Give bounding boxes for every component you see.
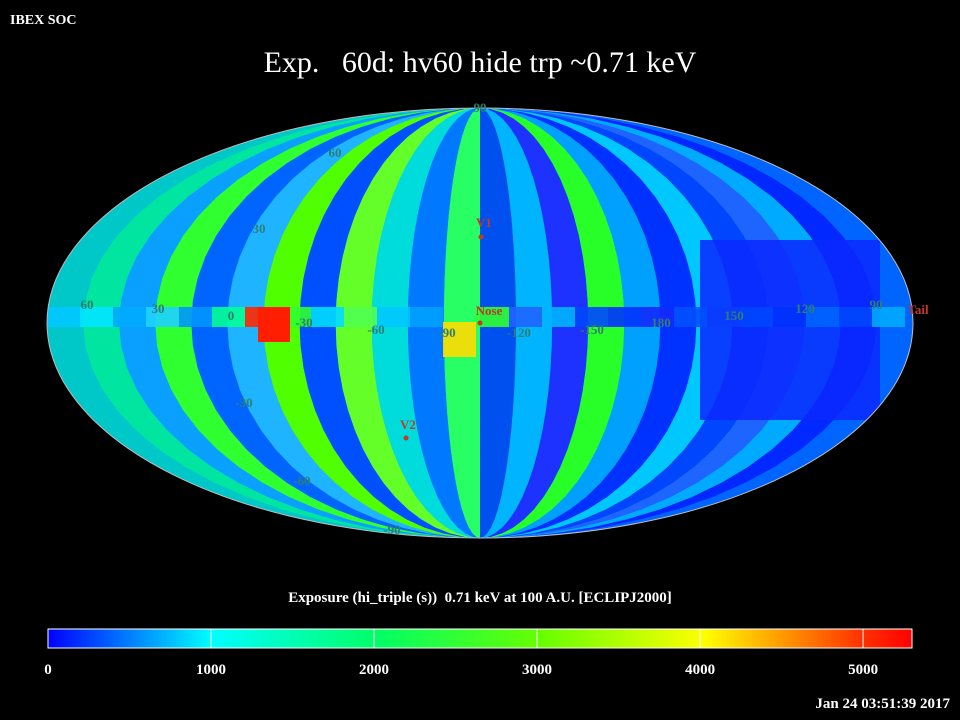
lon-label: -60 <box>367 322 384 337</box>
map-cell <box>179 307 212 327</box>
lat-label: 60 <box>329 145 342 160</box>
map-stripe <box>480 108 733 538</box>
map-cell <box>377 307 410 327</box>
map-cell <box>443 322 476 357</box>
marker <box>477 320 483 326</box>
colorbar-tick-label: 4000 <box>685 662 715 678</box>
map-cell <box>47 307 80 327</box>
lon-label: 30 <box>152 301 165 316</box>
colorbar-tick-label: 3000 <box>522 662 552 678</box>
lat-label: 90 <box>474 100 487 115</box>
map-labels: 60 30 0 -30 -60 -90 -120 -150 180 150 12… <box>81 100 929 537</box>
map-cell <box>311 307 344 327</box>
colorbar-tick-label: 5000 <box>848 662 878 678</box>
map-outline <box>46 107 914 539</box>
lon-label: -120 <box>507 325 531 340</box>
lon-label: -150 <box>580 322 604 337</box>
lon-label: 0 <box>228 308 235 323</box>
lon-label: 60 <box>81 297 94 312</box>
map-cell <box>344 307 377 327</box>
map-cell <box>608 307 641 327</box>
map-stripe <box>227 108 480 538</box>
lat-label: -90 <box>383 522 400 537</box>
marker-label: V1 <box>476 215 492 230</box>
colorbar-tick-label: 1000 <box>196 662 226 678</box>
colorbar-tick-label: 2000 <box>359 662 389 678</box>
map-cell <box>146 307 179 327</box>
map-cell <box>509 307 542 327</box>
colorbar <box>47 628 913 649</box>
map-stripe <box>480 108 661 538</box>
colorbar-tick-label: 0 <box>44 662 52 678</box>
lon-label: 90 <box>870 297 883 312</box>
map-cell <box>740 307 773 327</box>
timestamp: Jan 24 03:51:39 2017 <box>815 696 950 712</box>
map-stripe <box>263 108 480 538</box>
map-cell <box>806 307 839 327</box>
map-stripe <box>480 108 625 538</box>
sky-map <box>47 108 913 538</box>
lon-label: 180 <box>651 315 671 330</box>
marker <box>403 435 409 441</box>
map-cell <box>839 307 872 327</box>
lon-label: -30 <box>295 315 312 330</box>
map-cell <box>707 307 740 327</box>
map-stripe <box>371 108 480 538</box>
map-cell <box>773 307 806 327</box>
map-cell <box>258 307 290 342</box>
map-stripe <box>299 108 480 538</box>
lon-label: 120 <box>795 301 815 316</box>
lat-label: -30 <box>235 395 252 410</box>
map-stripe <box>480 108 589 538</box>
colorbar-label: Exposure (hi_triple (s)) 0.71 keV at 100… <box>288 590 672 606</box>
map-region <box>700 240 880 420</box>
lon-label: -90 <box>438 325 455 340</box>
marker-label: Nose <box>476 303 503 318</box>
map-cell <box>410 307 443 327</box>
map-stripe <box>335 108 480 538</box>
map-cell <box>542 307 575 327</box>
map-stripe <box>480 108 697 538</box>
marker <box>478 234 484 240</box>
lat-label: -60 <box>293 473 310 488</box>
map-cell <box>674 307 707 327</box>
title: Exp. 60d: hv60 hide trp ~0.71 keV <box>264 46 697 79</box>
map-stripe <box>407 108 480 538</box>
marker-label: V2 <box>400 417 416 432</box>
map-cell <box>212 307 245 327</box>
lat-label: 30 <box>253 221 266 236</box>
map-cell <box>872 307 905 327</box>
map-cell <box>575 307 608 327</box>
org: IBEX SOC <box>10 13 77 28</box>
map-cell <box>641 307 674 327</box>
marker-label: Tail <box>907 302 929 317</box>
map-cell <box>476 307 509 327</box>
map-cell <box>113 307 146 327</box>
lon-label: 150 <box>724 308 744 323</box>
map-cell <box>80 307 113 327</box>
